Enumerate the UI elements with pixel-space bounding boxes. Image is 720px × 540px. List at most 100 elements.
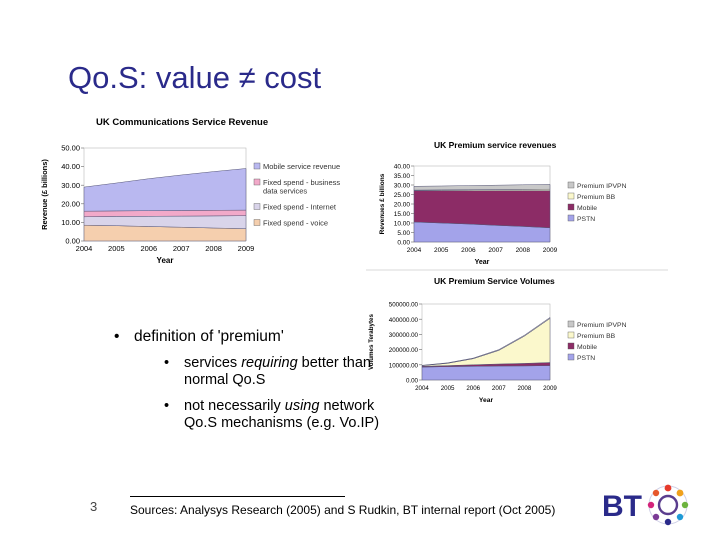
sub-bullet-text: services <box>184 355 242 371</box>
slide-title: Qo.S: value ≠ cost <box>68 60 322 95</box>
y-tick-label: 25.00 <box>394 192 411 199</box>
sub-bullet-text: network Qo.S mechanisms (e.g. Vo.IP) <box>184 398 380 431</box>
bullet-marker: • <box>114 328 120 345</box>
bullet-text: definition of 'premium' <box>134 328 284 345</box>
legend-label: Premium IPVPN <box>577 322 627 329</box>
sub-bullet-text: better than normal Qo.S <box>184 355 371 388</box>
legend-swatch <box>567 214 575 222</box>
area-series-3 <box>83 168 247 212</box>
x-tick-label: 2008 <box>516 247 531 254</box>
sources-divider <box>130 496 345 497</box>
slide-number: 3 <box>90 499 98 514</box>
y-axis-title: Volumes Terabytes <box>368 314 375 370</box>
legend-label: Premium IPVPN <box>577 183 627 190</box>
bt-piper-globe-icon <box>647 484 689 526</box>
legend-label: PSTN <box>577 355 595 362</box>
sub-bullet-using: • not necessarily using network Qo.S mec… <box>112 398 382 432</box>
bt-logo: BT <box>602 484 689 526</box>
bullet-list: • definition of 'premium' • services req… <box>112 328 382 441</box>
y-tick-label: 5.00 <box>397 230 410 237</box>
y-tick-label: 30.00 <box>394 183 411 190</box>
premium-revenues-chart: 0.00 5.00 10.00 15.00 20.00 25.00 30.00 35.00 40… <box>366 140 668 271</box>
bullet-definition: • definition of 'premium' <box>112 328 382 346</box>
y-tick-label: 15.00 <box>394 211 411 218</box>
x-axis-title: Year <box>479 397 494 404</box>
x-tick-label: 2008 <box>518 385 532 392</box>
x-tick-label: 2009 <box>543 385 557 392</box>
legend-label: PSTN <box>577 216 595 223</box>
chart-title: UK Communications Service Revenue <box>96 117 268 128</box>
sub-bullet-marker: • <box>164 355 170 371</box>
x-tick-label: 2006 <box>461 247 476 254</box>
y-tick-label: 0.00 <box>406 378 419 385</box>
legend-label: Premium BB <box>577 194 616 201</box>
y-tick-label: 0.00 <box>65 237 80 246</box>
y-tick-label: 20.00 <box>394 202 411 209</box>
x-tick-label: 2007 <box>173 244 190 253</box>
y-axis-title: Revenue (£ billions) <box>40 159 49 230</box>
chart-title: UK Premium Service Volumes <box>434 276 555 286</box>
x-tick-label: 2007 <box>488 247 503 254</box>
legend-swatch <box>253 162 261 170</box>
legend-swatch <box>567 192 575 200</box>
x-tick-label: 2005 <box>441 385 455 392</box>
y-tick-label: 10.00 <box>61 218 80 227</box>
x-tick-label: 2007 <box>492 385 506 392</box>
legend-swatch <box>567 342 575 350</box>
area-series-3 <box>413 184 551 191</box>
legend-swatch <box>567 331 575 339</box>
legend-label: Mobile <box>577 205 597 212</box>
y-tick-label: 500000.00 <box>389 302 419 309</box>
chart-title: UK Premium service revenues <box>434 140 557 150</box>
legend-swatch <box>567 320 575 328</box>
legend-label: Fixed spend - Internet <box>263 203 337 212</box>
x-tick-label: 2008 <box>205 244 222 253</box>
x-tick-label: 2009 <box>543 247 558 254</box>
x-tick-label: 2005 <box>108 244 125 253</box>
y-axis-title: Revenues £ billions <box>379 173 386 234</box>
y-tick-label: 40.00 <box>61 162 80 171</box>
x-tick-label: 2004 <box>407 247 422 254</box>
legend-label: Mobile <box>577 344 597 351</box>
sub-bullet-emphasis: using <box>284 398 320 414</box>
area-series-0 <box>421 365 551 381</box>
y-tick-label: 0.00 <box>397 240 410 247</box>
sub-bullet-requiring: • services requiring better than normal … <box>112 355 382 389</box>
legend-label: Mobile service revenue <box>263 162 340 171</box>
y-tick-label: 10.00 <box>394 221 411 228</box>
legend-swatch <box>253 203 261 210</box>
premium-volumes-chart: 0.00 100000.00 200000.00 300000.00 400000.00… <box>368 276 627 404</box>
y-tick-label: 300000.00 <box>389 332 419 339</box>
y-tick-label: 20.00 <box>61 199 80 208</box>
x-tick-label: 2006 <box>466 385 480 392</box>
sub-bullet-text: not necessarily <box>184 398 285 414</box>
legend-swatch <box>567 353 575 361</box>
sources-footnote: Sources: Analysys Research (2005) and S … <box>130 503 556 517</box>
bt-logo-text: BT <box>602 490 642 523</box>
legend-swatch <box>253 178 261 186</box>
sub-bullet-marker: • <box>164 398 170 414</box>
x-tick-label: 2004 <box>76 244 93 253</box>
communications-revenue-chart: 0.00 10.00 20.00 30.00 40.00 50.00 2004 2005 200… <box>40 117 340 265</box>
x-tick-label: 2004 <box>415 385 429 392</box>
legend-swatch <box>567 181 575 189</box>
legend-label: Fixed spend - voice <box>263 219 328 228</box>
y-tick-label: 50.00 <box>61 144 80 153</box>
x-tick-label: 2005 <box>434 247 449 254</box>
y-tick-label: 200000.00 <box>389 347 419 354</box>
y-tick-label: 400000.00 <box>389 317 419 324</box>
legend-label: Fixed spend - business data services <box>263 178 340 196</box>
x-tick-label: 2006 <box>140 244 157 253</box>
legend-label: Premium BB <box>577 333 616 340</box>
legend-swatch <box>567 203 575 211</box>
x-axis-title: Year <box>157 256 174 265</box>
area-series-1 <box>413 190 551 229</box>
legend-swatch <box>253 219 261 226</box>
sub-bullet-emphasis: requiring <box>241 355 298 371</box>
y-tick-label: 100000.00 <box>389 362 419 369</box>
x-axis-title: Year <box>475 259 490 266</box>
y-tick-label: 35.00 <box>394 173 411 180</box>
y-tick-label: 30.00 <box>61 181 80 190</box>
area-series-3 <box>421 316 551 366</box>
x-tick-label: 2009 <box>238 244 255 253</box>
